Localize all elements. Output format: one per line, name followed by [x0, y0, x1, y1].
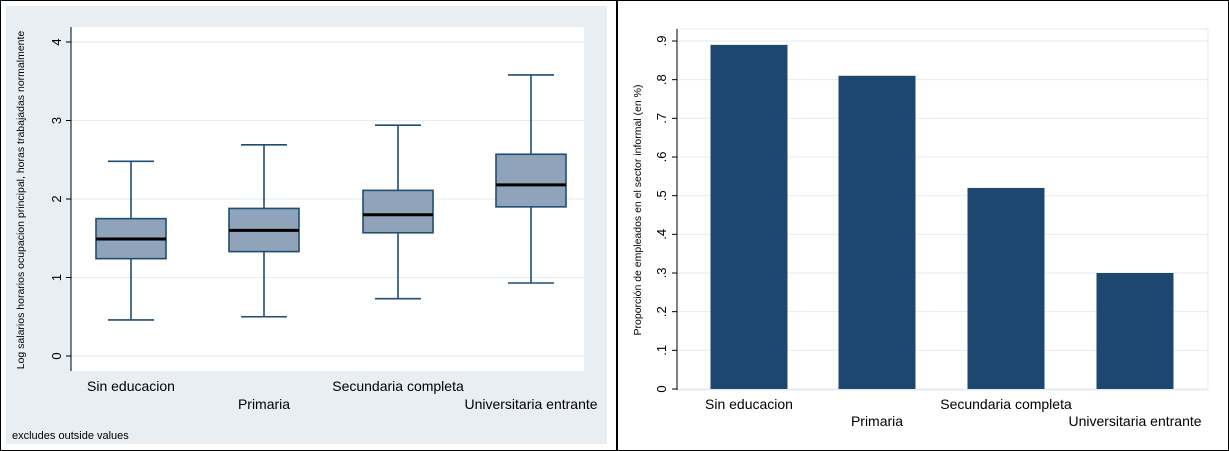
bar-chart-x-label: Sin educacion	[705, 396, 793, 412]
box-plot-box	[362, 189, 434, 234]
bar-chart-x-label: Primaria	[851, 413, 903, 429]
box-plot-x-label: Universitaria entrante	[464, 396, 597, 412]
box-plot-box-group	[95, 160, 167, 321]
box-plot-x-label: Primaria	[238, 396, 290, 412]
bar-chart-y-tick-label: .6	[654, 152, 669, 163]
bar-chart-y-tick-label: .5	[654, 190, 669, 201]
bar-chart-bar	[838, 75, 916, 390]
bar-chart-y-axis-label: Proporción de empleados en el sector inf…	[632, 85, 644, 336]
box-plot-y-tick-label: 4	[49, 38, 64, 45]
bar-chart-x-label: Universitaria entrante	[1068, 413, 1201, 429]
bar-chart-bars	[710, 44, 1174, 390]
bar-chart-bar	[710, 44, 788, 389]
box-plot-y-axis-label: Log salarios horarios ocupacion principa…	[15, 31, 27, 370]
bar-chart-y-tick-label: .4	[654, 229, 669, 240]
bar-chart-y-tick-label: .2	[654, 306, 669, 317]
bar-chart-bar	[1096, 273, 1174, 389]
bar-chart-y-tick-label: 0	[654, 385, 669, 392]
bar-chart-y-tick-label: .3	[654, 268, 669, 279]
box-plot-y-tick-label: 0	[49, 352, 64, 359]
bar-chart-y-tick-label: .9	[654, 36, 669, 47]
box-plot-box	[495, 153, 567, 208]
box-plot-box-group	[495, 74, 567, 284]
bar-chart-y-tick-label: .7	[654, 113, 669, 124]
bar-chart-bar	[967, 187, 1045, 389]
bar-chart-y-ticks: 0 .1 .2 .3 .4 .5 .6 .7 .8 .9	[654, 29, 678, 393]
box-plot-gridlines	[71, 41, 584, 357]
bar-chart-y-tick-label: .1	[654, 345, 669, 356]
box-plot-box-group	[362, 124, 434, 300]
box-plot-y-tick-label: 2	[49, 195, 64, 202]
box-plot-box-group	[228, 144, 300, 318]
box-plot-x-label: Sin educacion	[87, 378, 175, 394]
box-plot-x-labels: Sin educacion Primaria Secundaria completa…	[87, 378, 598, 412]
box-plot-note: excludes outside values	[12, 430, 129, 442]
box-plot-y-tick-label: 1	[49, 274, 64, 281]
box-plot-y-tick-label: 3	[49, 117, 64, 124]
box-plot-x-label: Secundaria completa	[332, 378, 464, 394]
panel-divider	[616, 0, 618, 451]
box-plot-boxes	[95, 74, 567, 321]
bar-chart-x-labels: Sin educacion Primaria Secundaria completa…	[705, 396, 1202, 429]
bar-chart-x-label: Secundaria completa	[940, 396, 1072, 412]
bar-chart-y-tick-label: .8	[654, 74, 669, 85]
box-plot-y-ticks: 0 1 2 3 4	[49, 27, 72, 371]
